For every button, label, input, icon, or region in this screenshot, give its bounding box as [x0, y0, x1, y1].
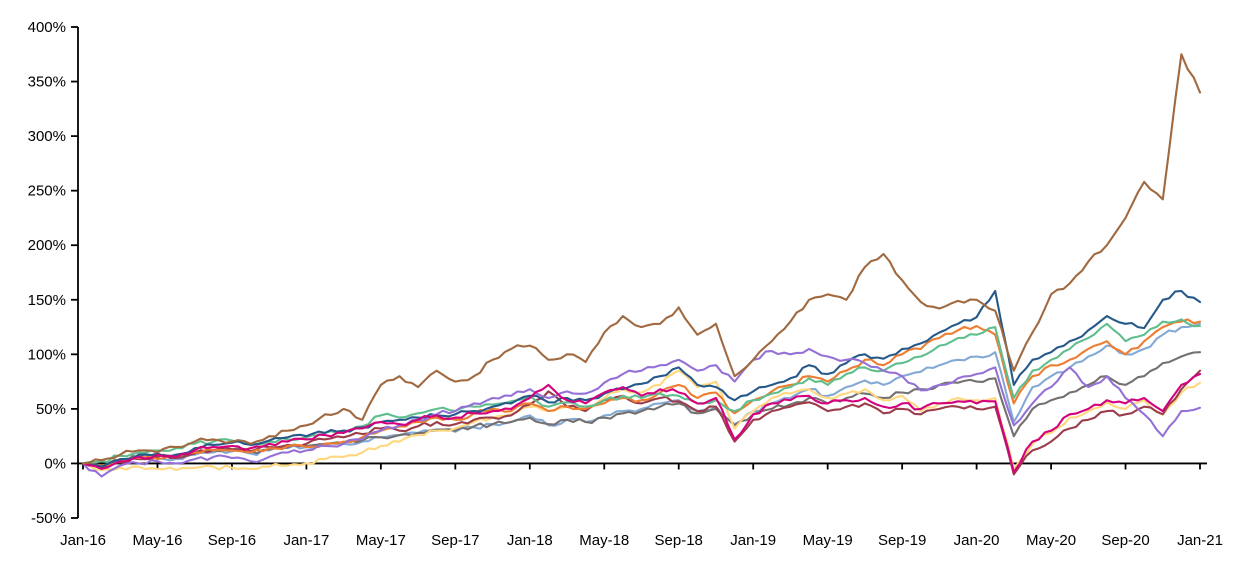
x-tick-label: Jan-19 — [730, 532, 776, 549]
series-line-purple — [81, 347, 1202, 478]
x-tick-label: Jan-17 — [283, 532, 329, 549]
x-tick-label: May-20 — [1026, 532, 1076, 549]
y-tick-label: 50% — [36, 401, 66, 418]
series-line-brown — [81, 53, 1202, 465]
y-tick-label: 300% — [28, 128, 66, 145]
x-tick-label: May-19 — [803, 532, 853, 549]
x-tick-label: Jan-20 — [954, 532, 1000, 549]
series-line-yellow — [81, 369, 1202, 472]
y-tick-label: 350% — [28, 74, 66, 91]
x-tick-label: May-18 — [579, 532, 629, 549]
x-tick-label: Jan-18 — [507, 532, 553, 549]
x-tick-label: May-17 — [356, 532, 406, 549]
y-tick-label: 200% — [28, 237, 66, 254]
x-tick-label: Sep-18 — [655, 532, 703, 549]
x-tick-label: Sep-16 — [208, 532, 256, 549]
y-tick-label: -50% — [31, 510, 66, 527]
x-tick-label: May-16 — [132, 532, 182, 549]
series-line-navy — [81, 289, 1202, 468]
series-line-orange — [81, 318, 1202, 467]
series-line-dark-red — [81, 369, 1202, 476]
y-tick-label: 250% — [28, 183, 66, 200]
x-tick-label: Sep-17 — [431, 532, 479, 549]
y-tick-label: 0% — [44, 455, 66, 472]
y-tick-label: 150% — [28, 292, 66, 309]
x-tick-label: Jan-16 — [60, 532, 106, 549]
x-tick-label: Sep-19 — [878, 532, 926, 549]
series-line-light-blue — [81, 322, 1202, 469]
y-tick-label: 400% — [28, 19, 66, 36]
series-line-magenta — [81, 372, 1202, 474]
x-tick-label: Sep-20 — [1101, 532, 1149, 549]
y-tick-label: 100% — [28, 346, 66, 363]
x-tick-label: Jan-21 — [1177, 532, 1223, 549]
